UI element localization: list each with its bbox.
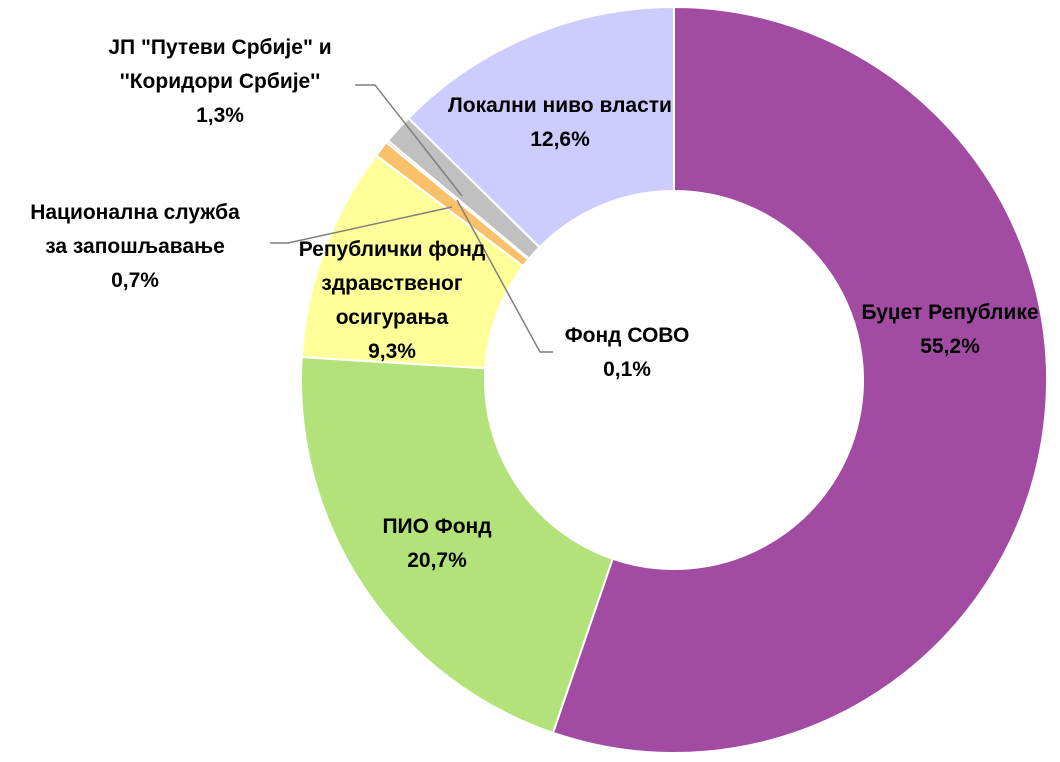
leader-line (456, 199, 553, 353)
category-name: Буџет Републике (861, 301, 1039, 324)
donut-slice (300, 153, 525, 370)
slice-label: Фонд СОВО 0,1% (517, 319, 737, 387)
category-name: Локални ниво власти (448, 94, 672, 117)
category-name: Републички фонд здравственог осигурања (298, 238, 486, 329)
leader-line (270, 206, 453, 244)
slice-label: ЈП "Путеви Србије" и ''Коридори Србије''… (60, 31, 380, 133)
slice-label: Национална служба за запошљавање 0,7% (0, 196, 270, 298)
category-name: Национална служба за запошљавање (30, 201, 240, 258)
value-label: 9,3% (368, 340, 416, 363)
value-label: 55,2% (920, 335, 980, 358)
slice-label: ПИО Фонд 20,7% (317, 510, 557, 578)
donut-slice (386, 116, 541, 261)
value-label: 0,7% (111, 269, 159, 292)
donut-slice (406, 5, 675, 249)
category-name: ЈП "Путеви Србије" и ''Коридори Србије'' (108, 36, 332, 93)
leader-line (355, 84, 463, 197)
category-name: ПИО Фонд (382, 515, 492, 538)
donut-slice (300, 356, 614, 735)
value-label: 12,6% (530, 128, 590, 151)
value-label: 1,3% (196, 104, 244, 127)
slice-label: Локални ниво власти 12,6% (420, 89, 700, 157)
donut-slice (551, 5, 1048, 754)
slice-label: Буџет Републике 55,2% (830, 296, 1060, 364)
category-name: Фонд СОВО (564, 324, 690, 347)
value-label: 20,7% (407, 549, 467, 572)
value-label: 0,1% (603, 358, 651, 381)
slice-label: Републички фонд здравственог осигурања 9,… (272, 233, 512, 369)
